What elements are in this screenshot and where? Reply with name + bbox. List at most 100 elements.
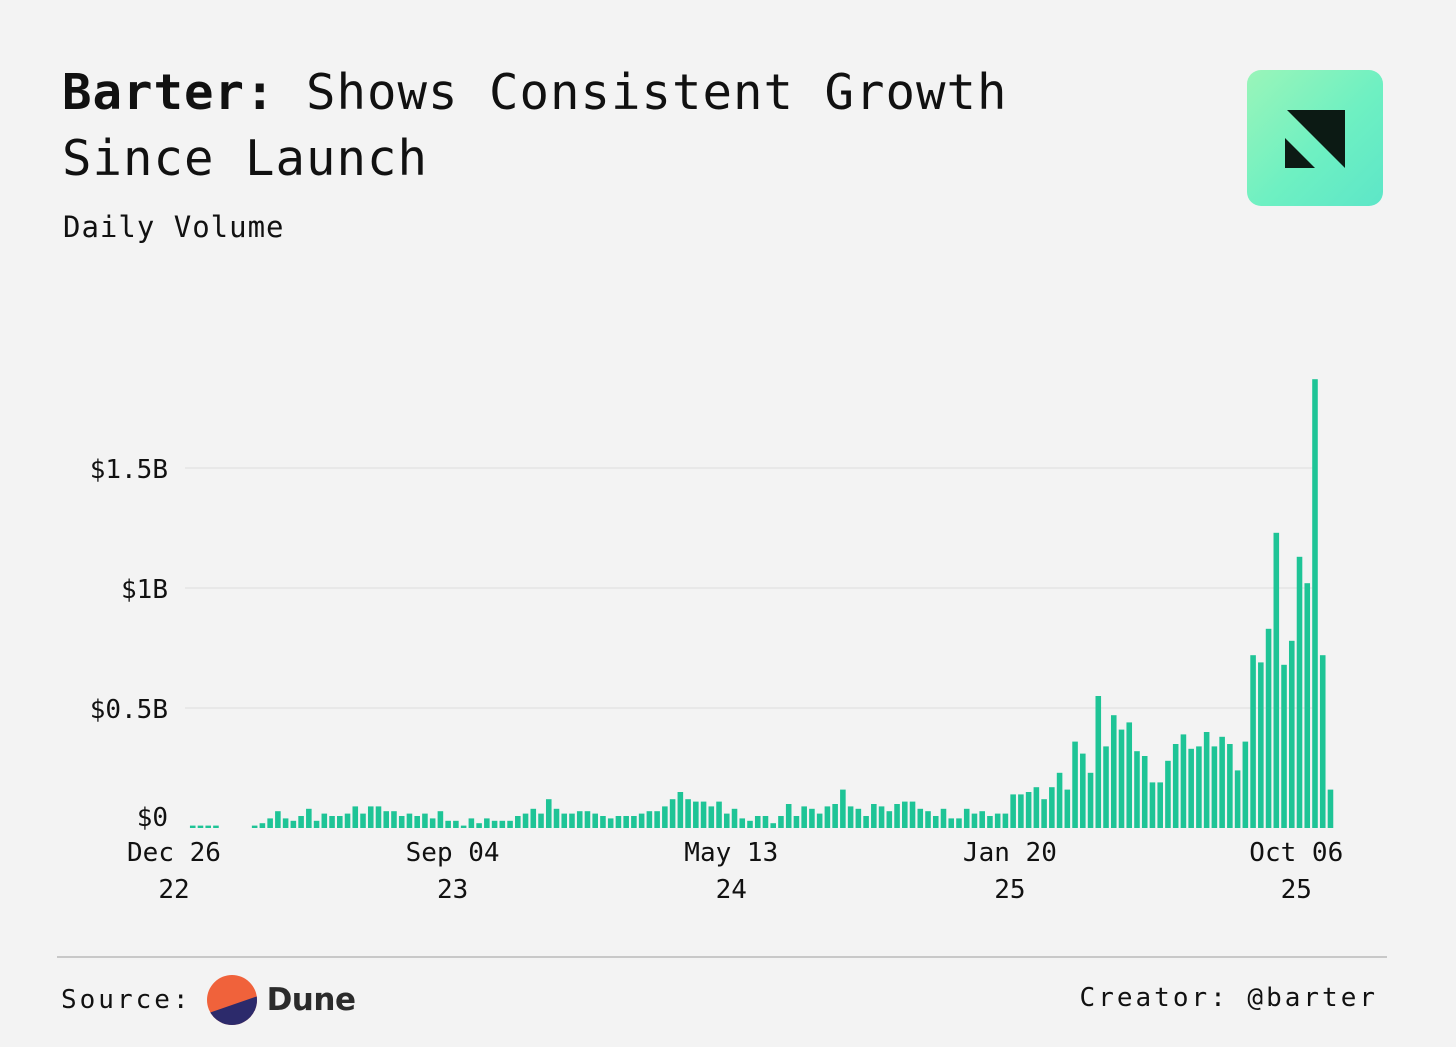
volume-bar (1250, 655, 1256, 828)
volume-bar (453, 820, 459, 828)
volume-bar (654, 811, 660, 828)
volume-bar (538, 813, 544, 828)
volume-bar (871, 804, 877, 828)
volume-bar (1219, 736, 1225, 828)
volume-bar (1203, 732, 1210, 828)
volume-bar (940, 808, 947, 828)
volume-bar (1103, 746, 1109, 828)
volume-bar (685, 799, 691, 828)
volume-bar (878, 806, 885, 828)
volume-bar (1172, 744, 1179, 828)
volume-bar (1134, 751, 1140, 828)
volume-bar (1296, 556, 1303, 828)
volume-bar (437, 811, 444, 828)
barter-logo-glyph (1285, 110, 1345, 168)
volume-bar (545, 799, 552, 828)
volume-bar (1126, 722, 1133, 828)
volume-bar (1087, 772, 1094, 828)
creator-credit: Creator: @barter (1079, 983, 1378, 1013)
volume-bar (360, 813, 366, 828)
volume-bar (306, 808, 312, 828)
y-tick-label: $1.5B (90, 455, 168, 485)
volume-bar (1149, 782, 1156, 828)
volume-bar (460, 825, 467, 828)
volume-bar (646, 811, 653, 828)
volume-bar (731, 808, 738, 828)
volume-bar (313, 820, 320, 828)
volume-bar (592, 813, 598, 828)
volume-bar (321, 813, 328, 828)
footer-divider (57, 956, 1387, 958)
volume-bar (1165, 760, 1171, 828)
volume-bar (615, 816, 622, 828)
volume-bar (600, 816, 606, 828)
volume-bar (762, 816, 769, 828)
volume-bar (1327, 789, 1334, 828)
volume-bar (677, 792, 684, 828)
volume-bar (1188, 748, 1194, 828)
volume-bar (1118, 729, 1125, 828)
volume-bar (902, 801, 908, 828)
volume-bar (213, 825, 219, 828)
volume-bar (1010, 794, 1016, 828)
x-tick-year: 25 (1281, 875, 1312, 905)
volume-bar (553, 808, 560, 828)
chart-subtitle: Daily Volume (63, 210, 285, 244)
volume-bar (1056, 772, 1063, 828)
volume-bar-chart: $0 $0.5B $1B $1.5B Dec 26 22 Sep 04 23 May 13 24 J… (90, 379, 1343, 905)
volume-bar (1025, 792, 1032, 828)
volume-bar (530, 808, 537, 828)
volume-bar (569, 813, 575, 828)
volume-bar (700, 801, 707, 828)
barter-logo-icon (1247, 70, 1383, 206)
volume-bar (352, 806, 359, 828)
volume-bar (1064, 789, 1071, 828)
volume-bar (561, 813, 568, 828)
volume-bar (747, 820, 753, 828)
volume-bar (515, 816, 521, 828)
volume-bar (987, 816, 993, 828)
volume-bar (824, 806, 831, 828)
volume-bar (816, 813, 823, 828)
volume-bar (785, 804, 792, 828)
volume-bar (1002, 813, 1009, 828)
volume-bar (909, 801, 916, 828)
x-tick-year: 25 (994, 875, 1025, 905)
x-tick-label: May 13 (684, 838, 778, 868)
volume-bar (1273, 532, 1280, 828)
volume-bar (491, 820, 498, 828)
x-tick-label: Oct 06 (1249, 838, 1343, 868)
volume-bar (607, 818, 614, 828)
volume-bar (1072, 741, 1078, 828)
volume-bar (778, 816, 784, 828)
volume-bar (189, 825, 196, 828)
volume-bar (956, 818, 962, 828)
volume-bar (259, 823, 266, 828)
volume-bar (398, 816, 405, 828)
volume-bar (1227, 744, 1233, 828)
volume-bar (337, 816, 343, 828)
volume-bar (522, 813, 529, 828)
volume-bar (631, 816, 637, 828)
x-tick-label: Sep 04 (406, 838, 500, 868)
volume-bar (832, 804, 838, 828)
volume-bar (1265, 628, 1272, 828)
volume-bar (282, 818, 289, 828)
volume-bar (1288, 640, 1295, 828)
volume-bar (770, 823, 776, 828)
volume-bar (716, 801, 722, 828)
volume-bar (468, 818, 475, 828)
volume-bar (693, 801, 699, 828)
volume-bar (406, 813, 413, 828)
source-credit: Source: Dune (61, 968, 356, 1032)
volume-bar (638, 813, 645, 828)
volume-bar (1281, 664, 1287, 828)
volume-bar (1141, 756, 1148, 828)
volume-bar (1196, 746, 1202, 828)
volume-bar (801, 806, 807, 828)
volume-bar (329, 816, 335, 828)
volume-bar (422, 813, 428, 828)
volume-bar (886, 811, 893, 828)
volume-bar (1110, 715, 1117, 828)
volume-bar (290, 820, 297, 828)
